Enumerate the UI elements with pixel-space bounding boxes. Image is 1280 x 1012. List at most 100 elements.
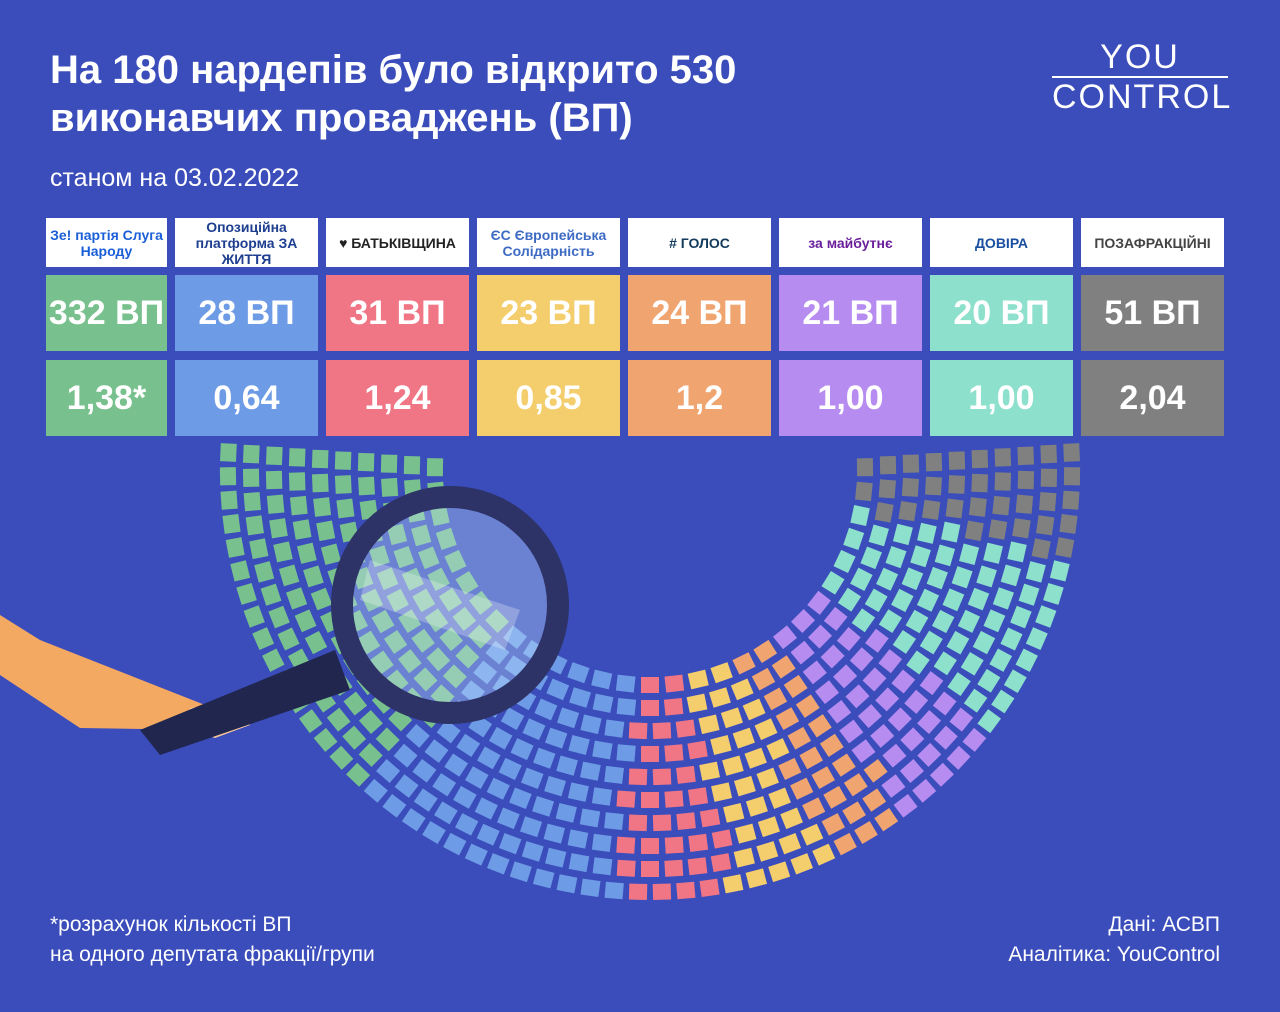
seat-3: [745, 868, 768, 889]
seat-0: [242, 444, 260, 464]
seat-1: [422, 821, 446, 844]
seat-6: [951, 566, 973, 589]
footnote: *розрахунок кількості ВП на одного депут…: [50, 910, 375, 970]
seat-5: [870, 723, 895, 748]
seat-6: [892, 629, 917, 654]
seat-7: [874, 502, 894, 523]
seat-2: [699, 808, 721, 828]
seat-5: [845, 684, 870, 709]
seat-6: [1025, 561, 1046, 583]
seat-1: [436, 719, 461, 744]
seat-5: [833, 664, 858, 689]
seat-1: [616, 697, 637, 716]
seat-6: [1003, 669, 1027, 693]
seat-3: [710, 662, 733, 684]
seat-0: [254, 561, 275, 583]
seat-1: [498, 757, 522, 780]
logo-bottom: CONTROL: [1052, 78, 1233, 116]
seat-5: [851, 739, 876, 763]
seat-1: [443, 832, 467, 856]
seat-0: [278, 564, 300, 587]
seat-3: [686, 693, 708, 713]
seat-1: [615, 674, 636, 693]
seat-5: [827, 699, 852, 724]
logo-line: [1052, 76, 1228, 78]
source-info: Дані: АСВП Аналітика: YouControl: [1008, 910, 1220, 970]
seat-6: [977, 668, 1001, 693]
seat-1: [464, 843, 488, 866]
seat-1: [521, 767, 544, 789]
seat-5: [849, 647, 874, 672]
seat-1: [444, 753, 469, 777]
seat-2: [628, 722, 648, 740]
seat-0: [455, 570, 479, 595]
seat-1: [474, 797, 498, 820]
seat-0: [297, 542, 317, 564]
seat-0: [412, 588, 436, 613]
seat-1: [568, 735, 590, 755]
seat-0: [484, 608, 510, 634]
seat-0: [220, 490, 238, 510]
seat-6: [906, 650, 930, 675]
seat-6: [991, 689, 1015, 714]
seat-5: [917, 709, 942, 735]
seat-2: [687, 857, 708, 876]
seat-2: [628, 814, 648, 832]
seat-1: [555, 802, 577, 823]
vp-per-deputy: 1,00: [930, 360, 1073, 436]
seat-2: [641, 838, 659, 854]
seat-5: [946, 745, 971, 770]
youcontrol-logo: YOU CONTROL: [1052, 40, 1233, 116]
seat-1: [473, 660, 498, 685]
seat-5: [807, 590, 831, 615]
seat-1: [521, 841, 544, 862]
seat-7: [948, 475, 966, 494]
seat-0: [313, 727, 338, 752]
seat-1: [405, 723, 430, 748]
seat-1: [434, 801, 458, 825]
seat-1: [568, 853, 590, 873]
seat-0: [387, 523, 408, 546]
seat-7: [971, 449, 989, 469]
seat-1: [453, 785, 477, 809]
seat-2: [616, 836, 636, 854]
seat-3: [745, 796, 768, 817]
seat-0: [358, 742, 383, 767]
seat-0: [299, 709, 323, 734]
seat-7: [1017, 446, 1035, 466]
seat-4: [751, 667, 776, 691]
vp-count: 20 ВП: [930, 275, 1073, 351]
seat-0: [403, 456, 421, 475]
footnote-line-1: *розрахунок кількості ВП: [50, 913, 292, 936]
seat-0: [288, 472, 306, 491]
seat-0: [381, 477, 399, 497]
seat-7: [902, 454, 920, 473]
seat-1: [567, 829, 589, 849]
seat-7: [878, 479, 896, 499]
seat-4: [854, 821, 878, 844]
seat-1: [532, 796, 555, 817]
seat-1: [604, 812, 624, 830]
seat-7: [1012, 518, 1031, 539]
seat-6: [933, 651, 957, 676]
seat-6: [1015, 648, 1038, 672]
seat-7: [1017, 470, 1035, 490]
seat-4: [842, 801, 866, 825]
seat-0: [269, 518, 288, 539]
seat-1: [432, 773, 457, 797]
seat-3: [711, 782, 733, 802]
seat-1: [509, 787, 532, 810]
seat-2: [711, 829, 733, 849]
seat-1: [534, 698, 558, 721]
seat-0: [435, 527, 457, 550]
seat-0: [357, 452, 375, 472]
seat-6: [947, 672, 971, 697]
seat-1: [424, 739, 449, 763]
seat-0: [230, 560, 251, 582]
magnifier-lens: [331, 486, 569, 724]
seat-3: [754, 718, 778, 741]
seat-1: [497, 807, 520, 830]
seat-0: [288, 448, 306, 467]
seat-4: [811, 766, 835, 789]
seat-6: [892, 523, 913, 546]
